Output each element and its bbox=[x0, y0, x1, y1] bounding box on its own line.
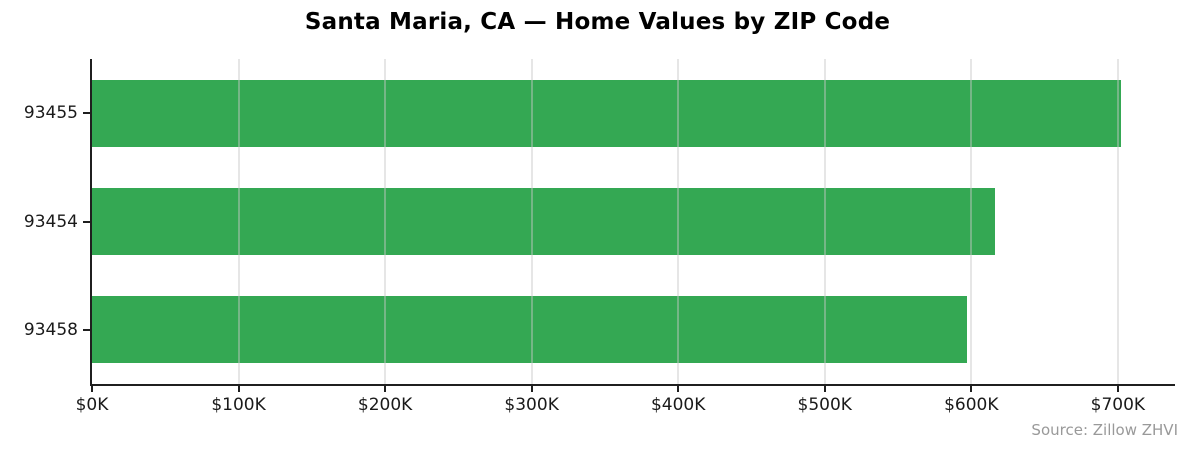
x-tick-mark bbox=[1116, 386, 1119, 392]
y-tick-label: 93455 bbox=[23, 103, 78, 124]
x-tick-label: $600K bbox=[944, 395, 999, 415]
x-tick-mark bbox=[91, 386, 93, 392]
x-tick-label: $700K bbox=[1090, 395, 1146, 415]
bar-row bbox=[92, 59, 1175, 167]
x-tick-label: $300K bbox=[504, 395, 559, 415]
x-tick-mark bbox=[970, 386, 973, 392]
y-tick-label: 93458 bbox=[23, 319, 78, 340]
x-tick-label: $100K bbox=[211, 395, 266, 415]
plot-area: $0K $100K $200K $300K $400K $500K $600K $700K 9… bbox=[24, 59, 1175, 415]
chart-title: Santa Maria, CA — Home Values by ZIP Cod… bbox=[304, 9, 891, 35]
y-tick-label: 93454 bbox=[23, 211, 78, 232]
x-tick-mark bbox=[384, 386, 387, 392]
bar-row bbox=[92, 167, 1175, 275]
x-tick-mark bbox=[677, 386, 680, 392]
value-bar-93455 bbox=[92, 79, 1121, 147]
bars-layer bbox=[92, 59, 1175, 384]
x-tick-mark bbox=[237, 386, 240, 392]
source-note: Source: Zillow ZHVI bbox=[1031, 421, 1178, 439]
y-tick-mark bbox=[83, 220, 90, 223]
value-bar-93458 bbox=[92, 296, 967, 364]
x-tick-mark bbox=[823, 386, 826, 392]
y-tick-mark bbox=[83, 112, 90, 115]
x-tick-label: $500K bbox=[797, 395, 852, 415]
x-tick-label: $200K bbox=[357, 395, 413, 415]
y-tick-mark bbox=[83, 328, 90, 331]
value-bar-93454 bbox=[92, 187, 995, 255]
x-tick-label: $400K bbox=[650, 395, 706, 415]
x-tick-mark bbox=[530, 386, 533, 392]
x-tick-label: $0K bbox=[75, 395, 109, 415]
bar-row bbox=[92, 276, 1175, 384]
